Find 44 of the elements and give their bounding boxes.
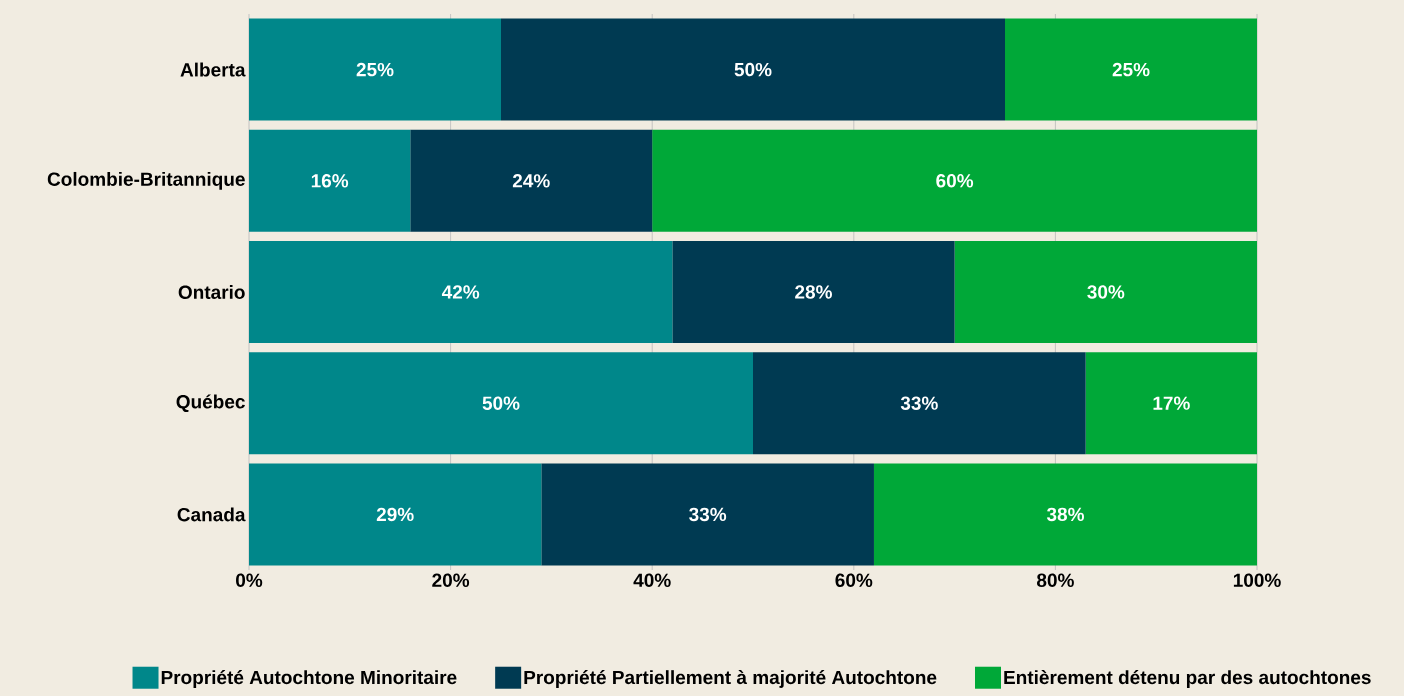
x-tick-label: 0% — [236, 573, 263, 587]
data-label: 42% — [441, 285, 480, 299]
x-tick-label: 60% — [835, 573, 873, 587]
bar — [1005, 18, 1258, 121]
y-tick-label: Alberta — [180, 62, 246, 77]
bar — [249, 463, 542, 566]
data-label: 29% — [376, 507, 414, 522]
x-tick-label: 40% — [633, 573, 671, 587]
data-label: 28% — [795, 285, 832, 299]
data-label: 50% — [734, 62, 772, 77]
bar — [672, 241, 955, 343]
bar — [954, 241, 1258, 343]
y-tick-label: Ontario — [178, 285, 245, 299]
bar — [249, 241, 673, 343]
x-tick-label: 100% — [1233, 573, 1281, 587]
bar — [249, 352, 754, 455]
data-label: 16% — [311, 174, 349, 188]
y-tick-label: Colombie-Britannique — [47, 171, 245, 190]
x-tick-label: 80% — [1036, 573, 1074, 587]
legend-label: Propriété Partiellement à majorité Autochtone — [524, 670, 937, 688]
bar — [1085, 352, 1258, 455]
data-label: 33% — [689, 507, 727, 522]
data-label: 60% — [936, 174, 974, 188]
bar — [249, 129, 411, 232]
x-tick-label: 20% — [432, 573, 470, 587]
bar — [541, 463, 874, 566]
bar — [410, 129, 653, 232]
data-label: 25% — [356, 62, 394, 77]
data-label: 24% — [512, 174, 550, 188]
data-label: 50% — [482, 396, 520, 410]
bar — [652, 129, 1258, 232]
bar — [753, 352, 1086, 455]
data-label: 25% — [1112, 62, 1150, 77]
data-label: 30% — [1087, 285, 1125, 299]
y-tick-label: Québec — [176, 394, 245, 413]
data-label: 33% — [900, 396, 938, 410]
legend-label: Propriété Autochtone Minoritaire — [161, 670, 457, 688]
data-label: 38% — [1046, 507, 1084, 522]
legend-label: Entièrement détenu par des autochtones — [1004, 670, 1371, 688]
bar — [249, 18, 501, 121]
bar — [873, 463, 1258, 566]
y-tick-label: Canada — [177, 507, 246, 522]
data-label: 17% — [1153, 396, 1190, 410]
bar — [501, 18, 1006, 121]
